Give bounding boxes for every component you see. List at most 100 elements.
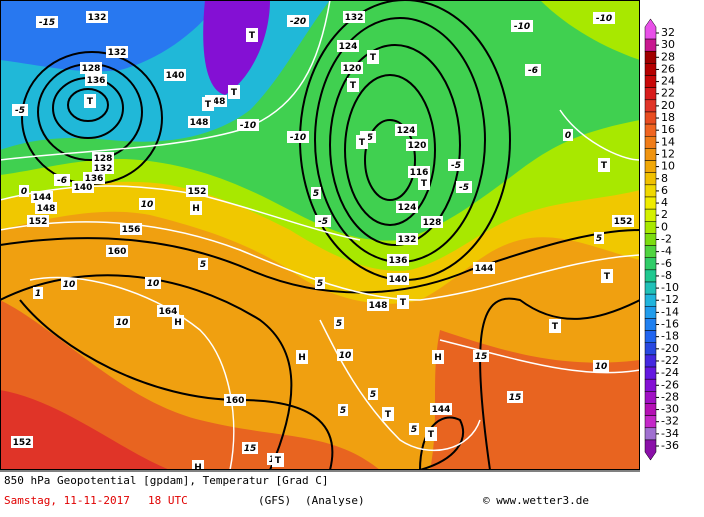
legend-tick-label: -4 (661, 245, 672, 258)
legend-swatch (644, 306, 657, 319)
temperature-label-box (338, 404, 348, 416)
temperature-label: 10 (63, 280, 76, 290)
center-label-box (246, 28, 258, 42)
legend-swatch (644, 403, 657, 416)
center-label-box (84, 94, 96, 108)
temperature-label: -5 (15, 106, 25, 116)
temperature-label: 10 (141, 200, 154, 210)
temperature-label: -5 (459, 183, 469, 193)
temperature-label: 0 (565, 131, 571, 141)
center-label: H (434, 353, 442, 363)
center-label: T (385, 410, 392, 420)
temperature-label: 5 (336, 319, 342, 329)
pressure-label-box (421, 216, 443, 228)
center-label-box (172, 315, 184, 329)
center-label: H (192, 204, 200, 214)
pressure-label: 128 (82, 64, 101, 74)
pressure-label-box (343, 11, 365, 23)
pressure-label-box (473, 262, 495, 274)
temperature-label: 5 (340, 406, 346, 416)
center-label-box (192, 460, 204, 470)
center-label: T (87, 97, 94, 107)
center-label: T (604, 272, 611, 282)
legend-tick-label: 30 (661, 38, 675, 51)
center-label-box (601, 269, 613, 283)
temperature-label-box (287, 131, 309, 143)
temperature-label: 10 (116, 318, 129, 328)
pressure-label: 132 (398, 235, 417, 245)
center-label-box (382, 407, 394, 421)
legend-tick-label: 2 (661, 208, 668, 221)
pressure-label-box (188, 116, 210, 128)
pressure-label-box (86, 11, 108, 23)
center-label-box (397, 295, 409, 309)
center-label-box (432, 350, 444, 364)
temperature-label: 15 (244, 444, 257, 454)
temperature-label: -5 (318, 217, 328, 227)
center-label: T (231, 88, 238, 98)
temperature-label-box (145, 277, 161, 289)
center-label-box (202, 97, 214, 111)
legend-swatch (644, 184, 657, 198)
pressure-label: 164 (159, 307, 178, 317)
pressure-label-box (106, 46, 128, 58)
legend-tick-label: -36 (661, 439, 679, 452)
legend-tick-label: 14 (661, 135, 675, 148)
temperature-label-box (315, 215, 331, 227)
pressure-label-box (406, 139, 428, 151)
pressure-label: 148 (207, 97, 226, 107)
legend-tick-label: -22 (661, 354, 679, 367)
pressure-label: 156 (122, 225, 141, 235)
temperature-label: 5 (370, 390, 376, 400)
pressure-label-box (72, 181, 94, 193)
legend-swatch (644, 75, 657, 88)
pressure-label: 152 (614, 217, 633, 227)
legend-swatch (644, 208, 657, 222)
legend-tick-label: 28 (661, 50, 675, 63)
temperature-label-box (511, 20, 533, 32)
pressure-label: 140 (166, 71, 185, 81)
center-label: T (601, 161, 608, 171)
pressure-label-box (396, 233, 418, 245)
center-label: T (359, 138, 366, 148)
pressure-label: 144 (33, 193, 52, 203)
pressure-label: 132 (108, 48, 127, 58)
temperature-label: 5 (317, 279, 323, 289)
temperature-label-box (61, 278, 77, 290)
center-label: H (194, 463, 202, 473)
legend-swatch (644, 281, 657, 295)
pressure-label: 124 (398, 203, 417, 213)
temperature-label-box (456, 181, 472, 193)
temperature-label: 15 (509, 393, 522, 403)
pressure-label-box (387, 254, 409, 266)
center-label-box (598, 158, 610, 172)
temperature-label-box (593, 12, 615, 24)
caption-run: (Analyse) (305, 494, 365, 507)
center-label: T (205, 100, 212, 110)
legend-swatch (644, 136, 657, 149)
temperature-label: 5 (411, 425, 417, 435)
legend-tick-label: 20 (661, 99, 675, 112)
temperature-label-box (139, 198, 155, 210)
legend-swatch (644, 427, 657, 441)
center-label: H (174, 318, 182, 328)
pressure-label: 160 (226, 396, 245, 406)
pressure-label: 124 (339, 42, 358, 52)
legend-tick-label: -28 (661, 390, 679, 403)
legend-tick-label: -18 (661, 330, 679, 343)
temperature-label-box (337, 349, 353, 361)
pressure-label: 132 (94, 164, 113, 174)
map-labels: 1321321281361281321361401441481521521561… (11, 11, 634, 473)
temperature-label-box (237, 119, 259, 131)
pressure-label: 128 (94, 154, 113, 164)
pressure-label: 132 (345, 13, 364, 23)
pressure-label: 152 (188, 187, 207, 197)
legend-swatch (644, 293, 657, 307)
temperature-label-box (525, 64, 541, 76)
pressure-label-box (186, 185, 208, 197)
center-label-box (347, 78, 359, 92)
legend-tick-label: 0 (661, 220, 668, 233)
legend-swatch (644, 196, 657, 210)
